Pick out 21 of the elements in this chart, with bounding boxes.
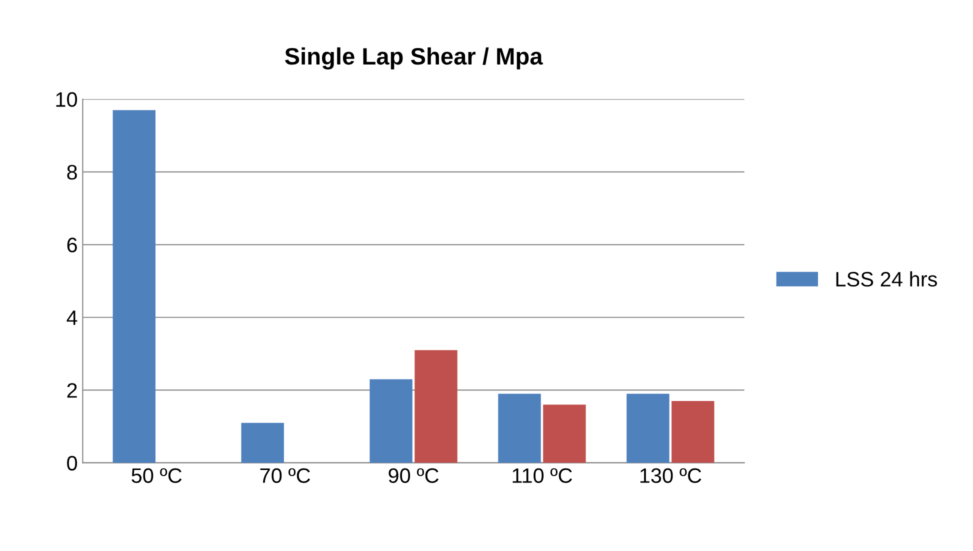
- bar: [241, 422, 284, 463]
- legend-label: LSS 24 hrs: [836, 271, 937, 287]
- y-tick-label: 4: [66, 310, 78, 325]
- y-tick-label: 0: [67, 456, 78, 471]
- y-tick-label: 6: [67, 238, 77, 252]
- bar: [414, 350, 458, 463]
- x-tick-label: 110 ºC: [512, 468, 572, 484]
- y-tick-label: 10: [56, 92, 78, 107]
- y-tick-label: 8: [67, 164, 77, 180]
- bar: [370, 379, 412, 463]
- y-tick-label: 2: [67, 383, 77, 398]
- x-tick-label: 50 ºC: [132, 468, 182, 484]
- bar: [672, 401, 714, 463]
- bar: [543, 404, 586, 463]
- x-tick-label: 90 ºC: [388, 468, 439, 484]
- bar: [112, 110, 156, 463]
- bar: [626, 394, 670, 463]
- x-tick-label: 130 ºC: [640, 468, 702, 484]
- chart-title: Single Lap Shear / Mpa: [284, 47, 543, 70]
- bar: [498, 394, 541, 463]
- x-tick-label: 70 ºC: [260, 468, 310, 484]
